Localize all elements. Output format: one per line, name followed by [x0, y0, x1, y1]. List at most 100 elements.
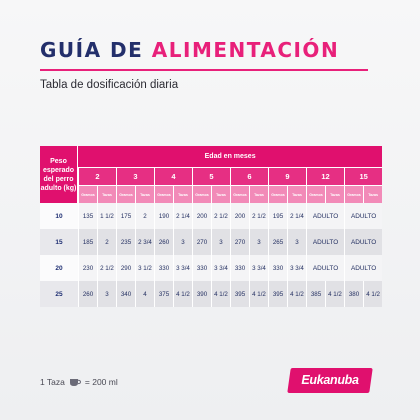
grams-cell: 330 [192, 255, 211, 281]
table-row: 20 230 2 1/2 290 3 1/2 330 3 3/4 330 3 3/4 330 3 3… [40, 255, 383, 281]
weight-cell: 10 [40, 203, 78, 229]
adult-cell: ADULTO [306, 255, 344, 281]
cups-cell: 4 1/2 [211, 281, 230, 307]
brand-logo: Eukanuba [287, 368, 373, 393]
cups-cell: 4 1/2 [287, 281, 306, 307]
adult-cell: ADULTO [344, 229, 383, 255]
grams-cell: 265 [268, 229, 287, 255]
grams-cell: 195 [268, 203, 287, 229]
grams-cell: 200 [230, 203, 249, 229]
grams-cell: 185 [78, 229, 97, 255]
unit-cups-label: Tazas [135, 185, 154, 203]
grams-cell: 260 [78, 281, 97, 307]
grams-cell: 190 [154, 203, 173, 229]
table-row: 15 185 2 235 2 3/4 260 3 270 3 270 3 265 3 ADULTO ADUL… [40, 229, 383, 255]
page-title: GUÍA DE ALIMENTACIÓN [40, 38, 339, 62]
unit-cups-label: Tazas [211, 185, 230, 203]
cups-cell: 2 1/4 [173, 203, 192, 229]
grams-cell: 395 [230, 281, 249, 307]
cups-cell: 2 3/4 [135, 229, 154, 255]
grams-cell: 230 [78, 255, 97, 281]
unit-grams-label: Gramos [154, 185, 173, 203]
unit-cups-label: Tazas [325, 185, 344, 203]
table-row: 10 135 1 1/2 175 2 190 2 1/4 200 2 1/2 200 2 1/2 19… [40, 203, 383, 229]
grams-cell: 270 [192, 229, 211, 255]
grams-cell: 135 [78, 203, 97, 229]
cups-cell: 3 3/4 [211, 255, 230, 281]
age-col-3: 3 [116, 167, 154, 185]
unit-cups-label: Tazas [97, 185, 116, 203]
grams-cell: 270 [230, 229, 249, 255]
grams-cell: 290 [116, 255, 135, 281]
grams-cell: 385 [306, 281, 325, 307]
unit-grams-label: Gramos [230, 185, 249, 203]
cup-label: 1 Taza [40, 377, 65, 387]
unit-cups-label: Tazas [249, 185, 268, 203]
cups-cell: 4 1/2 [363, 281, 383, 307]
cups-cell: 2 1/2 [211, 203, 230, 229]
grams-cell: 330 [230, 255, 249, 281]
grams-cell: 390 [192, 281, 211, 307]
adult-cell: ADULTO [306, 229, 344, 255]
age-col-2: 2 [78, 167, 116, 185]
cups-cell: 3 [287, 229, 306, 255]
weight-cell: 25 [40, 281, 78, 307]
grams-cell: 340 [116, 281, 135, 307]
grams-cell: 395 [268, 281, 287, 307]
brand-name: Eukanuba [301, 373, 359, 387]
age-col-12: 12 [306, 167, 344, 185]
cups-cell: 4 1/2 [173, 281, 192, 307]
unit-grams-label: Gramos [116, 185, 135, 203]
cups-cell: 3 [249, 229, 268, 255]
cups-cell: 3 [211, 229, 230, 255]
grams-cell: 200 [192, 203, 211, 229]
unit-cups-label: Tazas [363, 185, 383, 203]
adult-cell: ADULTO [306, 203, 344, 229]
feeding-table: Peso esperado del perro adulto (kg) Edad… [40, 146, 383, 307]
adult-cell: ADULTO [344, 203, 383, 229]
cups-cell: 4 [135, 281, 154, 307]
page-subtitle: Tabla de dosificación diaria [40, 79, 179, 91]
weight-cell: 20 [40, 255, 78, 281]
cups-cell: 2 [97, 229, 116, 255]
cups-cell: 2 [135, 203, 154, 229]
weight-cell: 15 [40, 229, 78, 255]
title-part-1: GUÍA DE [40, 38, 144, 62]
cup-conversion-note: 1 Taza = 200 ml [40, 377, 118, 387]
age-col-9: 9 [268, 167, 306, 185]
title-underline [40, 69, 368, 71]
unit-grams-label: Gramos [344, 185, 363, 203]
grams-cell: 175 [116, 203, 135, 229]
grams-cell: 330 [268, 255, 287, 281]
unit-grams-label: Gramos [306, 185, 325, 203]
grams-cell: 380 [344, 281, 363, 307]
age-col-4: 4 [154, 167, 192, 185]
grams-cell: 260 [154, 229, 173, 255]
cups-cell: 3 3/4 [287, 255, 306, 281]
grams-cell: 375 [154, 281, 173, 307]
age-header: Edad en meses [78, 146, 383, 167]
age-col-6: 6 [230, 167, 268, 185]
cups-cell: 3 [173, 229, 192, 255]
unit-cups-label: Tazas [173, 185, 192, 203]
grams-cell: 330 [154, 255, 173, 281]
cups-cell: 3 3/4 [249, 255, 268, 281]
unit-grams-label: Gramos [192, 185, 211, 203]
cups-cell: 2 1/2 [249, 203, 268, 229]
cups-cell: 1 1/2 [97, 203, 116, 229]
unit-grams-label: Gramos [268, 185, 287, 203]
adult-cell: ADULTO [344, 255, 383, 281]
unit-cups-label: Tazas [287, 185, 306, 203]
table-row: 25 260 3 340 4 375 4 1/2 390 4 1/2 395 4 1/2 395 4 1… [40, 281, 383, 307]
age-col-15: 15 [344, 167, 383, 185]
cups-cell: 4 1/2 [249, 281, 268, 307]
unit-grams-label: Gramos [78, 185, 97, 203]
title-part-2: ALIMENTACIÓN [151, 38, 340, 62]
weight-header: Peso esperado del perro adulto (kg) [40, 146, 78, 203]
cups-cell: 3 1/2 [135, 255, 154, 281]
cups-cell: 4 1/2 [325, 281, 344, 307]
cups-cell: 3 3/4 [173, 255, 192, 281]
age-col-5: 5 [192, 167, 230, 185]
grams-cell: 235 [116, 229, 135, 255]
cup-icon [69, 378, 81, 386]
